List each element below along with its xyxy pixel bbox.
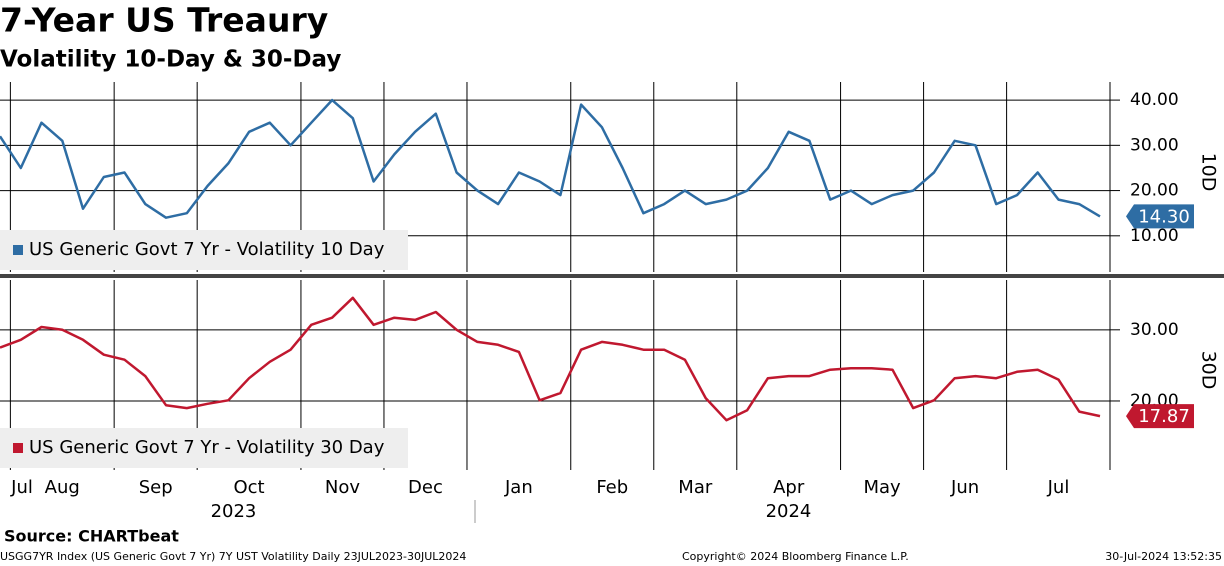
last-value-flag: [1126, 204, 1194, 229]
legend-box: [0, 428, 408, 468]
y-tick-label: 30.00: [1130, 320, 1179, 340]
last-value-flag: [1126, 404, 1194, 429]
x-tick-label: Apr: [773, 477, 805, 498]
series-line: [0, 98, 1101, 219]
x-tick-label: Oct: [233, 477, 264, 498]
legend-swatch: [13, 245, 23, 255]
footer-center: Copyright© 2024 Bloomberg Finance L.P.: [682, 550, 909, 563]
chart-subtitle: Volatility 10-Day & 30-Day: [0, 47, 341, 73]
x-tick-label: Mar: [678, 477, 713, 498]
x-tick-label: Jul: [1047, 477, 1070, 498]
year-label: 2023: [211, 501, 257, 522]
series-line: [0, 296, 1101, 422]
legend-box: [0, 230, 408, 270]
source: Source: CHARTbeat: [4, 527, 179, 546]
y-tick-label: 20.00: [1130, 181, 1179, 201]
footer-right: 30-Jul-2024 13:52:35: [1105, 550, 1222, 563]
x-tick-label: Aug: [45, 477, 80, 498]
last-value-label: 14.30: [1138, 206, 1190, 227]
x-tick-label: Sep: [139, 477, 173, 498]
x-tick-label: Jun: [950, 477, 979, 498]
x-tick-label: Jan: [504, 477, 533, 498]
legend-label: US Generic Govt 7 Yr - Volatility 10 Day: [29, 239, 385, 260]
y-axis-label: 30D: [1198, 351, 1220, 390]
y-tick-label: 30.00: [1130, 135, 1179, 155]
chart-title: 7-Year US Treaury: [0, 1, 328, 40]
legend-label: US Generic Govt 7 Yr - Volatility 30 Day: [29, 437, 385, 458]
y-tick-label: 10.00: [1130, 226, 1179, 246]
y-tick-label: 40.00: [1130, 90, 1179, 110]
x-tick-label: May: [863, 477, 901, 498]
y-axis-label: 10D: [1198, 153, 1220, 192]
year-label: 2024: [766, 501, 812, 522]
legend-swatch: [13, 443, 23, 453]
footer-left: USGG7YR Index (US Generic Govt 7 Yr) 7Y …: [0, 550, 466, 563]
x-tick-label: Nov: [325, 477, 360, 498]
panel-separator: [0, 274, 1224, 278]
x-tick-label: Dec: [408, 477, 443, 498]
x-tick-label: Feb: [596, 477, 628, 498]
x-tick-label: Jul: [10, 477, 33, 498]
last-value-label: 17.87: [1138, 406, 1190, 427]
